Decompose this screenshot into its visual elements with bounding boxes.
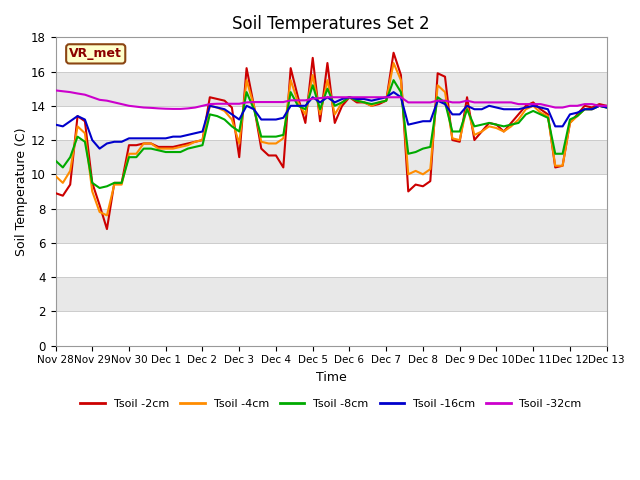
Bar bbox=[56, 72, 607, 106]
Bar bbox=[56, 106, 607, 140]
Bar bbox=[56, 208, 607, 243]
Bar bbox=[56, 277, 607, 311]
X-axis label: Time: Time bbox=[316, 371, 346, 384]
Title: Soil Temperatures Set 2: Soil Temperatures Set 2 bbox=[232, 15, 430, 33]
Bar bbox=[56, 140, 607, 174]
Legend: Tsoil -2cm, Tsoil -4cm, Tsoil -8cm, Tsoil -16cm, Tsoil -32cm: Tsoil -2cm, Tsoil -4cm, Tsoil -8cm, Tsoi… bbox=[76, 394, 586, 413]
Bar bbox=[56, 243, 607, 277]
Bar bbox=[56, 37, 607, 72]
Bar bbox=[56, 311, 607, 346]
Y-axis label: Soil Temperature (C): Soil Temperature (C) bbox=[15, 127, 28, 256]
Bar bbox=[56, 174, 607, 208]
Text: VR_met: VR_met bbox=[69, 48, 122, 60]
